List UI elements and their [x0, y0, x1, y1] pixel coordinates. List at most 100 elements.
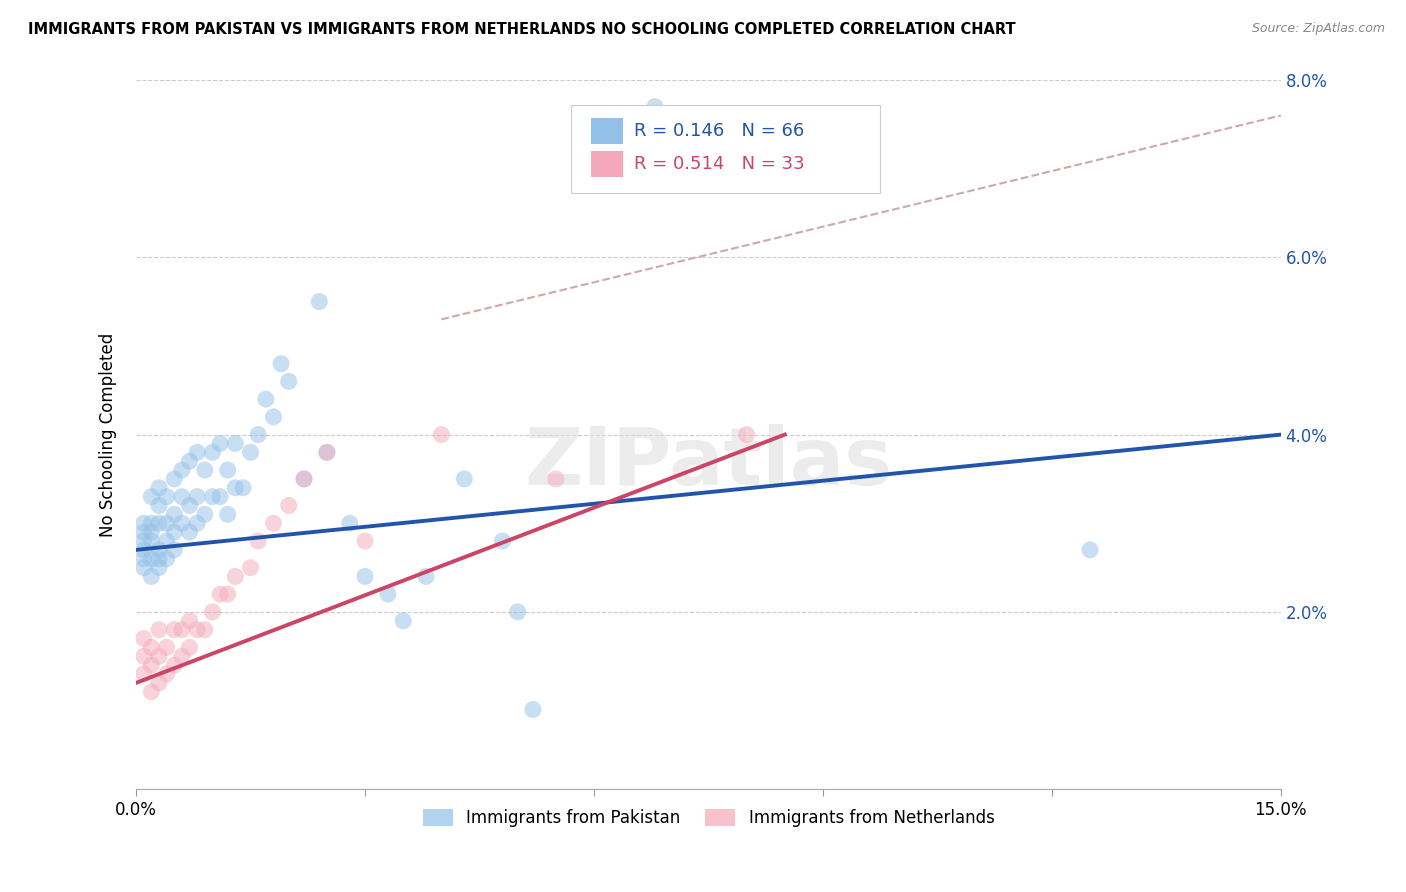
- Point: [156, 667, 179, 681]
- Text: IMMIGRANTS FROM PAKISTAN VS IMMIGRANTS FROM NETHERLANDS NO SCHOOLING COMPLETED C: IMMIGRANTS FROM PAKISTAN VS IMMIGRANTS F…: [28, 22, 1015, 37]
- Point: [292, 472, 315, 486]
- Point: [392, 614, 415, 628]
- Text: ZIPatlas: ZIPatlas: [524, 424, 893, 502]
- Point: [148, 542, 170, 557]
- Point: [148, 516, 170, 531]
- Point: [170, 490, 193, 504]
- Point: [224, 569, 246, 583]
- Point: [186, 623, 208, 637]
- Point: [453, 472, 475, 486]
- Point: [148, 560, 170, 574]
- Point: [339, 516, 361, 531]
- Point: [179, 499, 201, 513]
- Point: [277, 375, 299, 389]
- Point: [270, 357, 292, 371]
- Point: [163, 658, 186, 673]
- Point: [491, 533, 513, 548]
- Point: [163, 508, 186, 522]
- Point: [170, 649, 193, 664]
- Point: [316, 445, 339, 459]
- Point: [141, 658, 163, 673]
- Point: [194, 463, 217, 477]
- Point: [239, 445, 262, 459]
- Point: [254, 392, 277, 406]
- Point: [170, 463, 193, 477]
- Point: [209, 436, 232, 450]
- Point: [156, 551, 179, 566]
- Point: [156, 640, 179, 655]
- Point: [224, 481, 246, 495]
- Text: R = 0.514   N = 33: R = 0.514 N = 33: [634, 155, 804, 173]
- Point: [186, 516, 208, 531]
- Point: [209, 587, 232, 601]
- Point: [179, 640, 201, 655]
- Bar: [591, 151, 623, 178]
- Point: [277, 499, 299, 513]
- Point: [132, 649, 155, 664]
- Point: [644, 99, 666, 113]
- Point: [430, 427, 453, 442]
- Point: [292, 472, 315, 486]
- Bar: [591, 118, 623, 144]
- Point: [217, 587, 239, 601]
- Point: [132, 525, 155, 540]
- Point: [148, 499, 170, 513]
- Point: [247, 533, 270, 548]
- Point: [1078, 542, 1101, 557]
- Point: [232, 481, 254, 495]
- Point: [316, 445, 339, 459]
- Point: [163, 525, 186, 540]
- Point: [522, 702, 544, 716]
- Point: [506, 605, 529, 619]
- Point: [141, 490, 163, 504]
- Point: [132, 551, 155, 566]
- Point: [156, 490, 179, 504]
- Point: [201, 605, 224, 619]
- Point: [308, 294, 330, 309]
- Point: [194, 508, 217, 522]
- Text: R = 0.146   N = 66: R = 0.146 N = 66: [634, 122, 804, 140]
- Point: [544, 472, 567, 486]
- Point: [735, 427, 758, 442]
- Point: [263, 516, 285, 531]
- Legend: Immigrants from Pakistan, Immigrants from Netherlands: Immigrants from Pakistan, Immigrants fro…: [416, 803, 1001, 834]
- Point: [141, 533, 163, 548]
- Point: [141, 551, 163, 566]
- Point: [217, 508, 239, 522]
- Point: [194, 623, 217, 637]
- Point: [148, 649, 170, 664]
- Point: [156, 533, 179, 548]
- Point: [415, 569, 437, 583]
- Point: [132, 560, 155, 574]
- Point: [163, 542, 186, 557]
- Point: [148, 676, 170, 690]
- Point: [186, 445, 208, 459]
- Point: [141, 640, 163, 655]
- Point: [377, 587, 399, 601]
- Point: [354, 533, 377, 548]
- Point: [141, 569, 163, 583]
- Point: [132, 632, 155, 646]
- Point: [186, 490, 208, 504]
- Point: [148, 551, 170, 566]
- Point: [209, 490, 232, 504]
- Point: [239, 560, 262, 574]
- Point: [224, 436, 246, 450]
- Point: [163, 472, 186, 486]
- Point: [156, 516, 179, 531]
- Point: [354, 569, 377, 583]
- Text: Source: ZipAtlas.com: Source: ZipAtlas.com: [1251, 22, 1385, 36]
- Point: [132, 667, 155, 681]
- Point: [132, 516, 155, 531]
- Point: [179, 454, 201, 468]
- Point: [148, 481, 170, 495]
- Point: [170, 623, 193, 637]
- Point: [201, 490, 224, 504]
- Point: [141, 525, 163, 540]
- Point: [170, 516, 193, 531]
- Point: [132, 533, 155, 548]
- Point: [141, 684, 163, 698]
- FancyBboxPatch shape: [571, 104, 880, 194]
- Point: [148, 623, 170, 637]
- Point: [263, 409, 285, 424]
